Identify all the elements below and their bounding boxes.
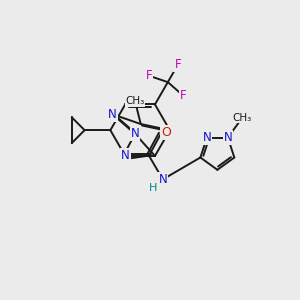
Text: CH₃: CH₃ [125,96,145,106]
Text: N: N [131,127,140,140]
Text: N: N [121,149,130,162]
Text: F: F [146,69,152,82]
Text: H: H [149,183,157,193]
Text: N: N [224,131,232,144]
Text: F: F [174,58,181,71]
Text: CH₃: CH₃ [233,112,252,122]
Text: O: O [161,126,171,139]
Text: N: N [158,173,167,186]
Text: N: N [108,108,117,121]
Text: F: F [180,89,186,102]
Text: N: N [202,131,211,144]
